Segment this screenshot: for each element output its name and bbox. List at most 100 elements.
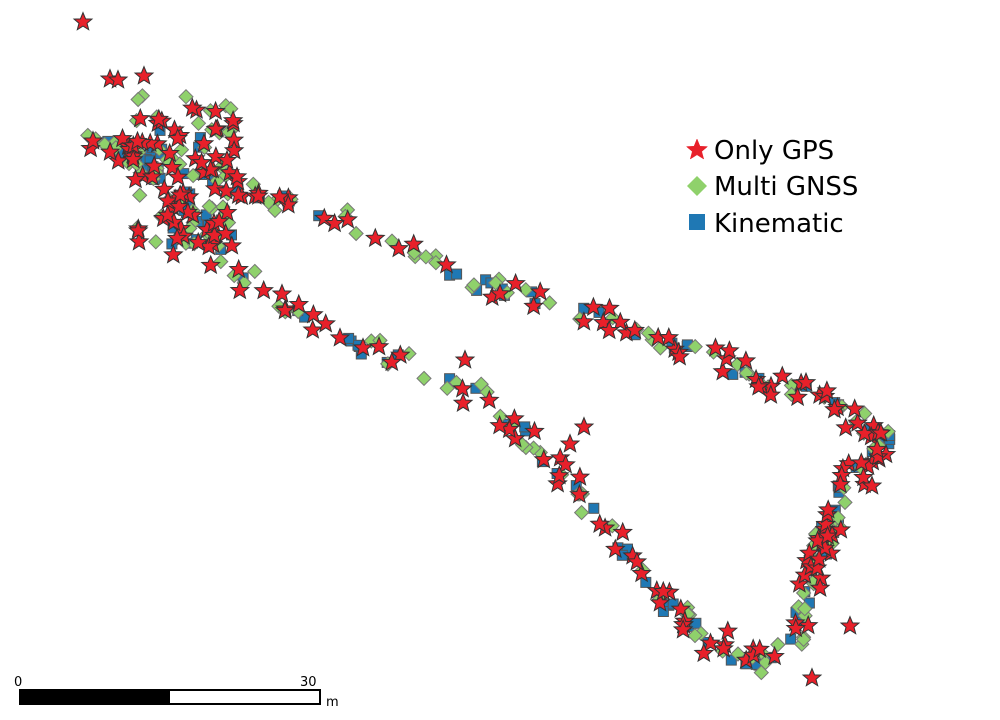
only-gps-point — [835, 417, 856, 437]
multi-gnss-point — [213, 253, 229, 270]
only-gps-point — [169, 184, 191, 204]
only-gps-point — [141, 166, 163, 186]
only-gps-point — [479, 389, 500, 410]
only-gps-point — [253, 279, 274, 300]
multi-gnss-point — [130, 91, 146, 108]
only-gps-point — [112, 127, 133, 148]
only-gps-point — [626, 551, 648, 571]
only-gps-point — [861, 475, 883, 495]
only-gps-point — [817, 499, 839, 519]
multi-gnss-point — [687, 338, 703, 355]
only-gps-point — [583, 296, 604, 317]
only-gps-point — [133, 65, 155, 85]
only-gps-point — [324, 212, 345, 233]
only-gps-point — [624, 319, 646, 340]
multi-gnss-point — [190, 115, 207, 132]
only-gps-point — [573, 311, 595, 331]
only-gps-point — [559, 433, 581, 453]
only-gps-point — [785, 617, 807, 638]
only-gps-point — [248, 185, 269, 205]
only-gps-point — [271, 283, 293, 303]
only-gps-point — [166, 227, 188, 248]
only-gps-point — [764, 645, 785, 666]
only-gps-point — [489, 283, 511, 303]
only-gps-point — [589, 513, 610, 533]
only-gps-point — [159, 142, 180, 163]
only-gps-point — [388, 237, 410, 258]
only-gps-point — [130, 107, 151, 128]
multi-gnss-point — [247, 263, 263, 280]
only-gps-point — [302, 319, 323, 339]
only-gps-point — [204, 178, 226, 198]
only-gps-point — [167, 166, 189, 186]
only-gps-point — [523, 295, 544, 316]
only-gps-point — [193, 133, 215, 153]
scale-end-label: 30 — [300, 675, 317, 690]
only-gps-point — [816, 380, 838, 400]
only-gps-point — [381, 351, 403, 372]
only-gps-point — [228, 258, 249, 279]
only-gps-point — [127, 220, 149, 240]
only-gps-point — [748, 376, 769, 396]
only-gps-point — [867, 446, 889, 466]
multi-gnss-point — [201, 198, 218, 215]
only-gps-point — [303, 304, 324, 324]
only-gps-point — [107, 69, 129, 89]
only-gps-point — [125, 168, 146, 189]
legend-item-only-gps: Only GPS — [685, 136, 834, 166]
legend-item-multi-gnss: Multi GNSS — [687, 172, 858, 202]
only-gps-point — [163, 244, 184, 264]
only-gps-point — [329, 327, 351, 347]
multi-gnss-point — [348, 225, 364, 242]
scale-unit-label: m — [326, 695, 339, 710]
only-gps-point — [749, 638, 770, 659]
only-gps-point — [549, 465, 570, 485]
legend: Only GPS Multi GNSS Kinematic — [685, 136, 858, 239]
only-gps-point — [182, 97, 203, 117]
only-gps-point — [669, 346, 690, 366]
only-gps-point — [452, 378, 473, 398]
only-gps-point — [269, 186, 290, 206]
only-gps-point — [168, 195, 190, 216]
only-gps-point — [851, 452, 872, 472]
only-gps-point — [191, 151, 212, 172]
only-gps-point — [631, 562, 652, 583]
only-gps-point — [82, 130, 104, 150]
only-gps-point — [223, 140, 245, 160]
only-gps-point — [352, 337, 374, 357]
only-gps-point — [569, 483, 590, 504]
only-gps-point — [573, 416, 595, 436]
only-gps-point — [368, 336, 390, 356]
red-star-icon — [685, 138, 709, 160]
only-gps-point — [187, 231, 209, 252]
multi-gnss-point — [416, 370, 432, 387]
only-gps-point — [452, 392, 474, 412]
only-gps-point — [222, 110, 244, 130]
only-gps-point — [844, 398, 865, 418]
only-gps-point — [772, 365, 793, 385]
multi-gnss-point — [173, 141, 190, 158]
only-gps-point — [489, 414, 510, 435]
only-gps-points-layer — [72, 11, 897, 687]
legend-label-multi-gnss: Multi GNSS — [714, 172, 858, 202]
only-gps-point — [200, 254, 221, 275]
only-gps-point — [801, 667, 823, 687]
only-gps-point — [72, 11, 94, 31]
only-gps-point — [529, 281, 551, 301]
only-gps-point — [719, 340, 740, 360]
only-gps-point — [672, 619, 694, 639]
only-gps-point — [612, 521, 633, 542]
only-gps-point — [533, 449, 555, 469]
multi-gnss-point — [687, 627, 703, 644]
green-diamond-icon — [687, 176, 707, 196]
only-gps-point — [505, 272, 526, 293]
only-gps-point — [717, 620, 739, 640]
multi-gnss-point — [753, 664, 770, 681]
only-gps-point — [808, 548, 830, 568]
only-gps-point — [288, 293, 310, 314]
only-gps-point — [870, 422, 892, 442]
only-gps-point — [599, 297, 620, 318]
multi-gnss-point — [439, 380, 455, 397]
only-gps-point — [824, 399, 845, 419]
